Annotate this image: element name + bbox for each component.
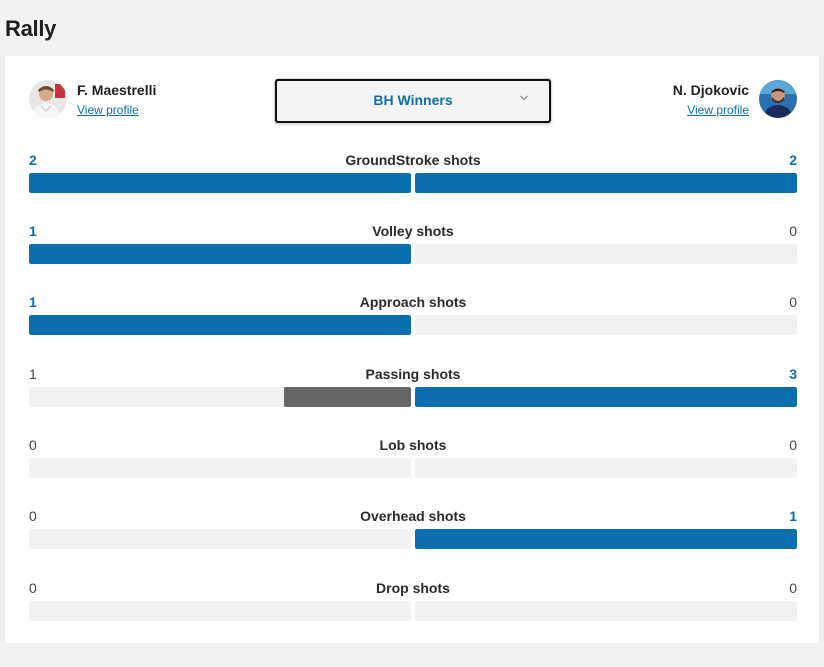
stat-right-bar-fill [415,529,797,549]
stat-right-bar-track [415,601,797,621]
stat-left-value: 0 [29,580,37,596]
stat-left-value: 1 [29,294,37,310]
stat-row: 0 Lob shots 0 [29,436,797,482]
stat-name: Approach shots [359,294,467,310]
stat-left-value: 2 [29,152,37,168]
chevron-down-icon [519,95,529,101]
stat-name: Lob shots [379,437,447,453]
stat-left-bar-track [29,458,411,478]
stat-left-value: 1 [29,366,37,382]
stat-left-value: 0 [29,437,37,453]
stat-right-bar-track [415,244,797,264]
stat-left-bar-track [29,387,411,407]
stat-left-bar-track [29,315,411,335]
stat-right-value: 0 [789,437,797,453]
stat-right-value: 1 [789,508,797,524]
stat-right-bar-track [415,458,797,478]
stat-name: Passing shots [365,366,461,382]
stat-right-bar-track [415,173,797,193]
stat-right-value: 0 [789,223,797,239]
stat-left-bar-track [29,244,411,264]
page-title: Rally [5,16,57,41]
stat-name: Overhead shots [360,508,466,524]
stat-right-bar-track [415,529,797,549]
player-left: F. Maestrelli View profile [29,80,156,118]
stat-left-bar-track [29,529,411,549]
stat-left-value: 0 [29,508,37,524]
stat-filter-selected: BH Winners [373,92,453,108]
stat-left-bar-fill [283,387,411,407]
stat-row: 0 Drop shots 0 [29,579,797,625]
stat-row: 2 GroundStroke shots 2 [29,151,797,197]
stat-row: 1 Approach shots 0 [29,293,797,339]
player-right-name: N. Djokovic [672,81,749,98]
stat-left-value: 1 [29,223,37,239]
player-right-avatar[interactable] [759,80,797,118]
stat-name: GroundStroke shots [345,152,481,168]
player-left-name: F. Maestrelli [77,81,157,98]
player-left-avatar[interactable] [29,80,67,118]
stat-right-value: 0 [789,580,797,596]
stat-row: 1 Passing shots 3 [29,365,797,411]
stat-left-bar-fill [29,244,411,264]
stat-right-value: 3 [789,366,797,382]
stat-left-bar-fill [29,173,411,193]
rally-stats-card: F. Maestrelli View profile BH Winners N.… [5,56,819,643]
stat-name: Drop shots [376,580,450,596]
stat-left-bar-track [29,601,411,621]
player-left-view-profile-link[interactable]: View profile [77,102,139,117]
stat-name: Volley shots [372,223,454,239]
stat-right-bar-fill [415,387,797,407]
stat-row: 0 Overhead shots 1 [29,507,797,553]
stat-right-bar-fill [415,173,797,193]
stat-right-bar-track [415,387,797,407]
stat-left-bar-track [29,173,411,193]
stat-right-bar-track [415,315,797,335]
stat-row: 1 Volley shots 0 [29,222,797,268]
stat-right-value: 2 [789,152,797,168]
player-right-view-profile-link[interactable]: View profile [687,102,749,117]
stat-filter-dropdown[interactable]: BH Winners [275,79,551,123]
stat-right-value: 0 [789,294,797,310]
player-right: N. Djokovic View profile [673,80,797,118]
stat-left-bar-fill [29,315,411,335]
